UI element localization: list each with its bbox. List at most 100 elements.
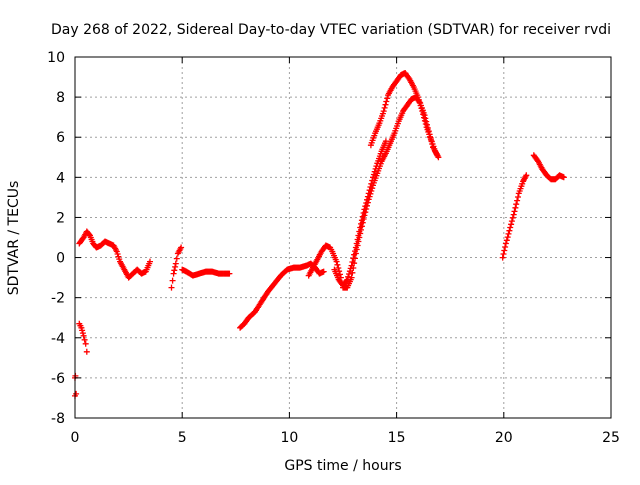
data-point [81, 336, 88, 343]
data-point [344, 276, 351, 283]
data-point [172, 263, 179, 270]
x-tick-label: 0 [71, 430, 80, 446]
data-point [357, 224, 364, 231]
data-point [510, 211, 517, 218]
data-point [508, 221, 515, 228]
data-point [507, 224, 514, 231]
data-point [382, 138, 389, 145]
data-series [76, 228, 153, 281]
y-tick-label: 4 [56, 170, 65, 186]
data-series [499, 172, 530, 261]
data-point [226, 270, 233, 277]
data-point [499, 254, 506, 261]
data-point [361, 206, 368, 213]
data-point [513, 201, 520, 208]
data-point [435, 154, 442, 161]
data-point [509, 214, 516, 221]
x-tick-label: 15 [388, 430, 406, 446]
y-tick-label: 8 [56, 90, 65, 106]
axis-ticks [74, 56, 612, 419]
data-point [512, 204, 519, 211]
data-point [420, 111, 427, 118]
data-point [372, 165, 379, 172]
data-point [364, 196, 370, 203]
data-point [343, 277, 350, 284]
data-point [333, 258, 340, 265]
data-point [82, 340, 89, 347]
data-point [351, 251, 358, 258]
y-tick-label: -6 [51, 371, 65, 387]
y-tick-label: 0 [56, 251, 65, 267]
data-point [168, 284, 175, 291]
plot-frame [74, 56, 612, 419]
data-point [354, 236, 361, 243]
data-point [421, 117, 428, 124]
chart-title: Day 268 of 2022, Sidereal Day-to-day VTE… [51, 22, 611, 38]
data-point [320, 268, 327, 275]
data-point [345, 273, 352, 280]
y-tick-label: 10 [47, 50, 65, 66]
data-point [373, 163, 380, 170]
data-point [348, 274, 355, 281]
x-tick-label: 10 [280, 430, 298, 446]
data-point [415, 94, 421, 101]
y-tick-label: 6 [56, 130, 65, 146]
data-point [347, 265, 354, 272]
y-tick-label: 2 [56, 210, 65, 226]
data-point [515, 194, 521, 200]
data-point [352, 244, 359, 251]
data-point [415, 96, 422, 103]
data-point [169, 277, 176, 284]
data-point [366, 187, 373, 194]
data-point [346, 271, 352, 277]
data-point [346, 268, 353, 275]
data-series [179, 266, 233, 279]
data-point [416, 99, 423, 106]
data-series [367, 70, 442, 161]
data-point [80, 332, 87, 339]
data-point [335, 265, 342, 271]
data-point [370, 174, 376, 181]
data-point [514, 197, 521, 204]
data-point [504, 234, 511, 241]
data-point [367, 184, 374, 190]
data-point [358, 220, 364, 227]
data-point [381, 104, 388, 111]
data-point [383, 98, 390, 105]
data-point [79, 330, 86, 337]
data-point [382, 101, 389, 108]
data-point [502, 244, 509, 250]
data-series [76, 320, 90, 355]
data-point [147, 258, 153, 265]
data-series [530, 152, 567, 183]
data-point [355, 232, 362, 239]
data-point [508, 218, 515, 225]
data-point [421, 114, 427, 121]
data-series [168, 244, 185, 291]
data-point [371, 168, 378, 175]
data-point [171, 267, 178, 274]
y-tick-label: -2 [51, 291, 65, 307]
data-point [173, 255, 180, 262]
data-point [502, 240, 509, 247]
data-point [350, 255, 357, 262]
data-point [511, 208, 518, 215]
data-point [73, 390, 80, 397]
data-point [79, 327, 86, 334]
data-point [503, 237, 510, 244]
data-point [334, 261, 341, 268]
x-tick-label: 25 [602, 430, 620, 446]
data-point [370, 171, 377, 178]
data-point [506, 227, 513, 234]
data-point [500, 251, 507, 257]
data-point [417, 102, 424, 109]
y-axis-label: SDTVAR / TECUs [6, 181, 22, 296]
data-point [501, 247, 508, 254]
data-point [384, 95, 391, 102]
data-point [419, 108, 426, 115]
data-point [359, 213, 366, 220]
grid-lines [75, 57, 611, 418]
